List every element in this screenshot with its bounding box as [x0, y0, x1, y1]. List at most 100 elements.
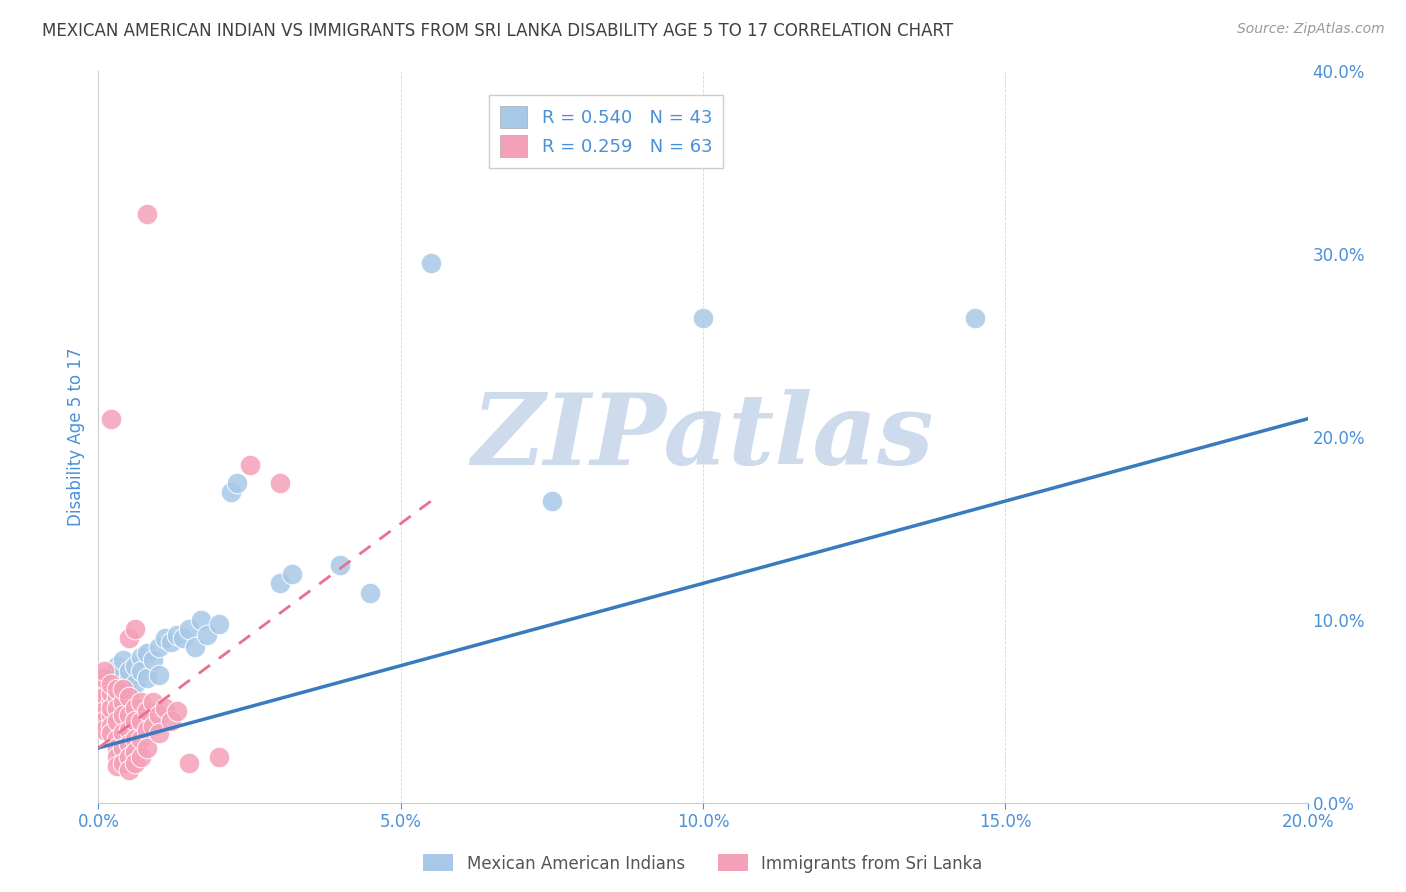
Point: [135, 672, 157, 686]
Point: [281, 567, 304, 582]
Point: [111, 708, 134, 723]
Point: [135, 723, 157, 737]
Point: [124, 658, 146, 673]
Point: [129, 664, 152, 678]
Point: [93, 682, 115, 697]
Point: [195, 627, 218, 641]
Legend: R = 0.540   N = 43, R = 0.259   N = 63: R = 0.540 N = 43, R = 0.259 N = 63: [489, 95, 723, 168]
Point: [111, 653, 134, 667]
Point: [105, 700, 128, 714]
Point: [166, 627, 188, 641]
Point: [93, 690, 115, 704]
Point: [105, 750, 128, 764]
Point: [124, 731, 146, 746]
Point: [129, 695, 152, 709]
Point: [90, 695, 112, 709]
Point: [124, 700, 146, 714]
Point: [100, 708, 122, 723]
Point: [111, 690, 134, 704]
Point: [179, 756, 201, 770]
Text: ZIPatlas: ZIPatlas: [472, 389, 934, 485]
Point: [540, 494, 562, 508]
Point: [100, 677, 122, 691]
Point: [160, 635, 183, 649]
Point: [153, 632, 176, 646]
Point: [118, 632, 141, 646]
Point: [124, 677, 146, 691]
Text: Source: ZipAtlas.com: Source: ZipAtlas.com: [1237, 22, 1385, 37]
Text: MEXICAN AMERICAN INDIAN VS IMMIGRANTS FROM SRI LANKA DISABILITY AGE 5 TO 17 CORR: MEXICAN AMERICAN INDIAN VS IMMIGRANTS FR…: [42, 22, 953, 40]
Point: [129, 731, 152, 746]
Point: [118, 686, 141, 700]
Point: [100, 726, 122, 740]
Point: [129, 714, 152, 728]
Point: [124, 714, 146, 728]
Point: [142, 653, 165, 667]
Point: [420, 256, 443, 270]
Point: [111, 682, 134, 697]
Point: [111, 756, 134, 770]
Point: [148, 726, 170, 740]
Point: [93, 672, 115, 686]
Point: [135, 740, 157, 755]
Point: [100, 686, 122, 700]
Point: [329, 558, 352, 573]
Point: [124, 756, 146, 770]
Point: [111, 740, 134, 755]
Legend: Mexican American Indians, Immigrants from Sri Lanka: Mexican American Indians, Immigrants fro…: [416, 847, 990, 880]
Point: [111, 726, 134, 740]
Point: [111, 682, 134, 697]
Point: [172, 632, 194, 646]
Point: [360, 585, 382, 599]
Point: [269, 576, 291, 591]
Point: [221, 485, 243, 500]
Point: [153, 700, 176, 714]
Point: [105, 714, 128, 728]
Point: [100, 700, 122, 714]
Point: [105, 731, 128, 746]
Point: [105, 695, 128, 709]
Point: [118, 664, 141, 678]
Point: [135, 705, 157, 719]
Point: [93, 686, 115, 700]
Point: [93, 705, 115, 719]
Point: [179, 622, 201, 636]
Point: [90, 686, 112, 700]
Point: [105, 690, 128, 704]
Point: [118, 723, 141, 737]
Point: [184, 640, 207, 655]
Point: [269, 475, 291, 490]
Point: [118, 672, 141, 686]
Point: [105, 682, 128, 697]
Point: [148, 667, 170, 681]
Point: [93, 714, 115, 728]
Point: [148, 708, 170, 723]
Point: [148, 640, 170, 655]
Point: [166, 705, 188, 719]
Point: [100, 686, 122, 700]
Point: [105, 658, 128, 673]
Point: [118, 690, 141, 704]
Point: [111, 695, 134, 709]
Point: [226, 475, 249, 490]
Y-axis label: Disability Age 5 to 17: Disability Age 5 to 17: [66, 348, 84, 526]
Point: [239, 458, 262, 472]
Point: [124, 622, 146, 636]
Point: [118, 708, 141, 723]
Point: [208, 750, 231, 764]
Point: [135, 646, 157, 660]
Point: [100, 412, 122, 426]
Point: [100, 695, 122, 709]
Point: [93, 664, 115, 678]
Point: [190, 613, 212, 627]
Point: [142, 719, 165, 733]
Point: [105, 740, 128, 755]
Point: [692, 311, 714, 326]
Point: [105, 759, 128, 773]
Point: [124, 745, 146, 759]
Point: [118, 737, 141, 751]
Point: [93, 695, 115, 709]
Point: [135, 207, 157, 221]
Point: [129, 750, 152, 764]
Point: [160, 714, 183, 728]
